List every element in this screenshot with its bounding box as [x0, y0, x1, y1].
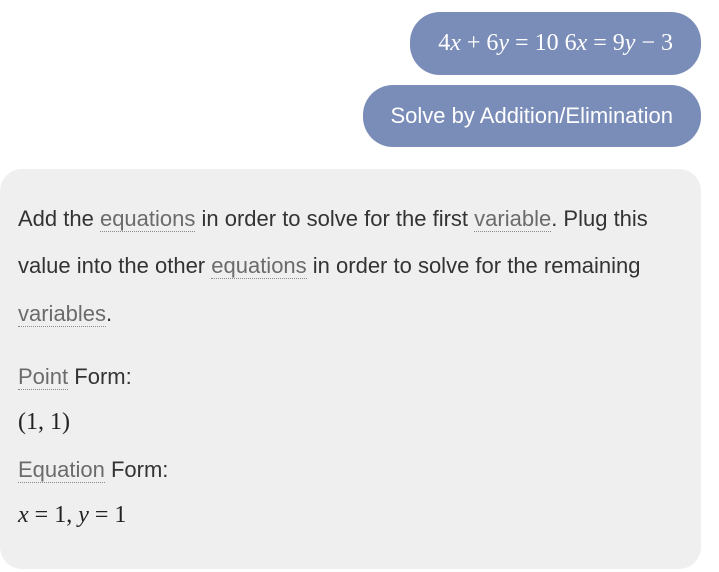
equation-form-label: Equation Form: [18, 446, 683, 493]
term-equations-2[interactable]: equations [211, 253, 306, 279]
term-point[interactable]: Point [18, 364, 68, 390]
explanation-text: Add the equations in order to solve for … [18, 195, 683, 337]
term-variable[interactable]: variable [474, 206, 551, 232]
text-fragment: in order to solve for the first [195, 206, 474, 231]
user-messages: 4x + 6y = 10 6x = 9y − 3 Solve by Additi… [0, 0, 719, 147]
term-equations[interactable]: equations [100, 206, 195, 232]
equation-text: 4x + 6y = 10 6x = 9y − 3 [438, 30, 673, 56]
user-bubble-equation: 4x + 6y = 10 6x = 9y − 3 [410, 12, 701, 75]
command-text: Solve by Addition/Elimination [391, 103, 674, 128]
equation-form-value: x = 1, y = 1 [18, 493, 683, 539]
text-fragment: . [106, 301, 112, 326]
text-fragment: Add the [18, 206, 100, 231]
term-variables[interactable]: variables [18, 301, 106, 327]
point-form-value: (1, 1) [18, 400, 683, 446]
answer-panel: Add the equations in order to solve for … [0, 169, 701, 569]
user-bubble-command: Solve by Addition/Elimination [363, 85, 702, 147]
text-fragment: in order to solve for the remaining [307, 253, 641, 278]
point-form-label: Point Form: [18, 353, 683, 400]
term-equation[interactable]: Equation [18, 457, 105, 483]
label-rest: Form: [68, 364, 132, 389]
label-rest: Form: [105, 457, 169, 482]
